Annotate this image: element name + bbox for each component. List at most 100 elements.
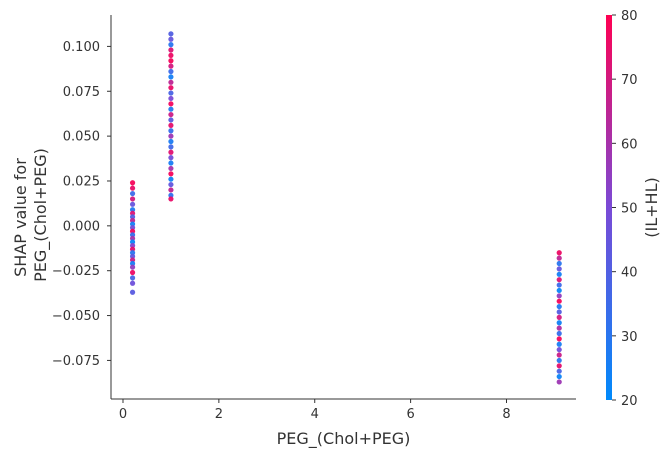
- y-axis-label-line-1: SHAP value for: [11, 158, 30, 277]
- data-point: [556, 320, 562, 326]
- data-point: [129, 180, 136, 186]
- data-point: [129, 228, 136, 234]
- data-point: [556, 309, 562, 315]
- data-point: [129, 242, 136, 249]
- data-point: [168, 192, 174, 198]
- data-point: [168, 176, 174, 182]
- data-point: [556, 352, 562, 358]
- data-point: [129, 225, 136, 231]
- colorbar-tick-label: 80: [621, 9, 638, 24]
- colorbar: 20 30 40 50 60 70 80 (IL+HL): [606, 9, 661, 409]
- y-tick-label: −0.050: [52, 309, 100, 324]
- data-point: [129, 246, 136, 252]
- data-point: [129, 280, 136, 286]
- data-point: [129, 214, 136, 220]
- data-point: [168, 155, 174, 161]
- data-point: [556, 298, 562, 304]
- data-point: [168, 165, 174, 172]
- data-point: [129, 190, 136, 197]
- data-point: [168, 90, 174, 96]
- y-axis-label: SHAP value for PEG_(Chol+PEG): [11, 148, 51, 282]
- data-point: [556, 357, 562, 364]
- data-point: [129, 264, 136, 270]
- data-point: [168, 31, 174, 37]
- data-point: [556, 293, 562, 299]
- colorbar-ticks: 20 30 40 50 60 70 80: [612, 9, 638, 409]
- data-point: [168, 101, 174, 107]
- data-point: [168, 95, 174, 102]
- data-point: [556, 287, 562, 294]
- data-point: [168, 160, 174, 166]
- y-axis-ticks: −0.075 −0.050 −0.025 0.000 0.025 0.050 0.075 0.…: [52, 40, 111, 369]
- colorbar-gradient: [606, 15, 612, 400]
- colorbar-tick-label: 40: [621, 266, 638, 281]
- data-point: [129, 253, 136, 259]
- data-point: [168, 52, 174, 58]
- data-point: [168, 111, 174, 118]
- data-point: [129, 275, 136, 281]
- data-point: [129, 289, 136, 295]
- data-point: [168, 85, 174, 91]
- data-point: [168, 138, 174, 145]
- data-point: [168, 187, 174, 193]
- data-point: [556, 282, 562, 288]
- data-point: [168, 128, 174, 134]
- data-point: [168, 171, 174, 177]
- data-point: [556, 379, 562, 385]
- data-point: [556, 266, 562, 272]
- y-tick-label: −0.075: [52, 354, 100, 369]
- data-point: [556, 336, 562, 342]
- data-point: [556, 368, 562, 374]
- data-point: [168, 144, 174, 150]
- data-point: [168, 47, 174, 53]
- data-point: [168, 74, 174, 80]
- data-point: [556, 277, 562, 283]
- data-point: [556, 363, 562, 369]
- x-tick-label: 8: [502, 407, 510, 422]
- x-axis-label: PEG_(Chol+PEG): [277, 429, 411, 449]
- data-point: [556, 341, 562, 347]
- data-point: [168, 149, 174, 155]
- data-points: [129, 31, 562, 385]
- data-point: [168, 106, 174, 112]
- x-axis-ticks: 0 2 4 6 8: [119, 399, 511, 422]
- data-point: [168, 196, 174, 202]
- data-point: [556, 347, 562, 353]
- colorbar-tick-label: 60: [621, 137, 638, 152]
- y-tick-label: 0.025: [63, 174, 100, 189]
- colorbar-label: (IL+HL): [642, 177, 661, 237]
- colorbar-tick-label: 50: [621, 202, 638, 217]
- data-point: [129, 210, 136, 216]
- x-tick-label: 2: [215, 407, 223, 422]
- data-point: [129, 207, 136, 213]
- data-point: [129, 257, 136, 263]
- data-point: [129, 232, 136, 238]
- data-point: [168, 133, 174, 139]
- data-point: [129, 196, 136, 202]
- y-axis-label-line-2: PEG_(Chol+PEG): [31, 148, 51, 282]
- data-point: [168, 117, 174, 123]
- data-point: [129, 201, 136, 207]
- x-tick-label: 4: [311, 407, 319, 422]
- x-tick-label: 6: [406, 407, 414, 422]
- data-point: [168, 79, 174, 85]
- data-point: [556, 250, 562, 256]
- data-point: [556, 373, 562, 380]
- data-point: [129, 185, 136, 191]
- y-tick-label: 0.100: [63, 40, 100, 55]
- y-tick-label: 0.075: [63, 85, 100, 100]
- data-point: [168, 181, 174, 188]
- data-point: [556, 255, 562, 261]
- data-point: [168, 122, 174, 128]
- y-tick-label: 0.000: [63, 219, 100, 234]
- data-point: [129, 260, 136, 267]
- data-point: [168, 42, 174, 48]
- x-tick-label: 0: [119, 407, 127, 422]
- data-point: [129, 269, 136, 276]
- colorbar-tick-label: 30: [621, 330, 638, 345]
- colorbar-tick-label: 70: [621, 73, 638, 88]
- data-point: [556, 325, 562, 331]
- y-tick-label: −0.025: [52, 264, 100, 279]
